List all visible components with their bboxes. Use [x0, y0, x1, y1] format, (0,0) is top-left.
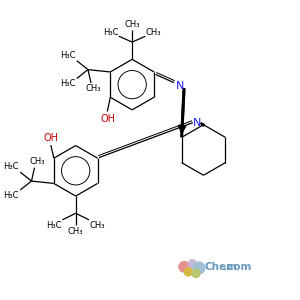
Text: H₃C: H₃C: [103, 28, 118, 37]
Text: H₃C: H₃C: [4, 191, 19, 200]
Text: H₃C: H₃C: [46, 221, 62, 230]
Text: N: N: [193, 118, 201, 128]
Text: CH₃: CH₃: [85, 84, 101, 93]
Text: .com: .com: [223, 262, 251, 272]
Circle shape: [191, 268, 201, 278]
Text: CH₃: CH₃: [29, 157, 45, 166]
Circle shape: [178, 261, 190, 273]
Text: CH₃: CH₃: [89, 221, 105, 230]
Text: OH: OH: [44, 133, 59, 143]
Circle shape: [193, 262, 206, 275]
Text: CH₃: CH₃: [124, 20, 140, 29]
Text: OH: OH: [100, 114, 116, 124]
Circle shape: [188, 259, 197, 268]
Text: CH₃: CH₃: [68, 227, 83, 236]
Text: H₃C: H₃C: [4, 162, 19, 171]
Text: CH₃: CH₃: [146, 28, 161, 37]
Text: H₃C: H₃C: [60, 51, 76, 60]
Circle shape: [184, 267, 193, 277]
Text: Chem: Chem: [204, 262, 237, 272]
Text: N: N: [176, 81, 185, 91]
Text: H₃C: H₃C: [60, 80, 76, 88]
